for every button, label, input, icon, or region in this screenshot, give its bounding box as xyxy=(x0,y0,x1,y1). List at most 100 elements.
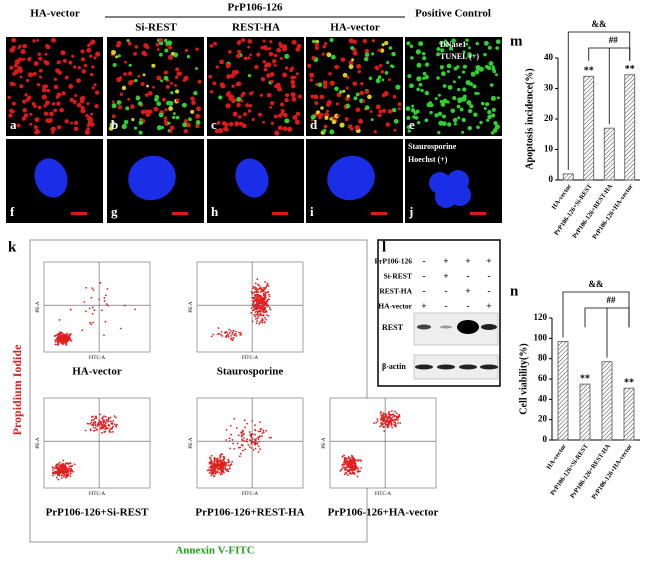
y-tick-label: 60 xyxy=(538,373,548,383)
event xyxy=(254,429,257,432)
cell xyxy=(249,53,253,57)
cell xyxy=(385,122,391,127)
event xyxy=(239,331,242,334)
cell xyxy=(195,120,201,125)
cell xyxy=(209,90,214,94)
cell xyxy=(375,78,381,84)
cell xyxy=(453,122,457,126)
cell xyxy=(49,111,54,117)
event xyxy=(376,420,379,423)
event xyxy=(73,463,76,466)
event xyxy=(94,415,97,418)
event xyxy=(385,419,388,422)
event xyxy=(113,423,116,426)
cell xyxy=(36,83,41,87)
panel-letter: n xyxy=(510,283,519,299)
cell xyxy=(322,44,326,49)
event xyxy=(255,318,257,320)
cell xyxy=(218,95,223,100)
cell xyxy=(322,84,328,89)
y-tick-label: 30 xyxy=(544,83,554,93)
cell xyxy=(32,39,36,43)
event xyxy=(89,428,92,431)
cell xyxy=(110,121,116,126)
cell xyxy=(456,104,461,109)
cell xyxy=(134,78,138,83)
cell xyxy=(356,64,361,69)
event xyxy=(52,474,54,477)
event xyxy=(62,459,65,462)
event xyxy=(392,419,394,422)
event xyxy=(259,286,262,289)
cell xyxy=(439,99,444,104)
cell xyxy=(51,37,57,43)
event xyxy=(216,457,218,460)
blot-sign: + xyxy=(443,256,448,266)
event xyxy=(61,474,63,476)
cell xyxy=(324,41,328,46)
cell xyxy=(172,115,176,120)
cell xyxy=(380,70,385,74)
event xyxy=(115,416,117,419)
event xyxy=(227,459,230,462)
cell xyxy=(247,109,252,113)
event xyxy=(239,333,241,336)
cell xyxy=(441,121,447,127)
event xyxy=(262,431,265,434)
event xyxy=(67,473,70,476)
event xyxy=(99,281,102,284)
event xyxy=(265,296,267,299)
event xyxy=(260,427,263,430)
event xyxy=(223,467,226,469)
cell xyxy=(44,52,48,56)
event xyxy=(103,419,106,422)
event xyxy=(64,466,67,469)
cell xyxy=(278,113,283,118)
event xyxy=(257,430,260,433)
cell xyxy=(50,126,56,132)
cell xyxy=(378,63,383,68)
event xyxy=(235,330,237,333)
event xyxy=(254,299,257,301)
event xyxy=(268,298,270,301)
cell xyxy=(28,56,32,60)
event xyxy=(397,422,400,424)
event xyxy=(108,429,111,432)
event xyxy=(57,474,59,476)
event xyxy=(69,465,72,468)
y-tick-label: 40 xyxy=(544,52,554,62)
cell xyxy=(21,116,27,121)
event xyxy=(355,466,358,469)
cell xyxy=(397,107,401,111)
y-tick-label: 0 xyxy=(543,434,548,444)
cell xyxy=(29,112,33,116)
event xyxy=(350,461,353,463)
event xyxy=(106,288,109,290)
event xyxy=(223,458,226,460)
event xyxy=(221,335,224,337)
plot-y-axis: PE-A xyxy=(189,301,194,313)
event xyxy=(351,471,354,474)
event xyxy=(63,474,66,477)
event xyxy=(227,464,230,467)
event xyxy=(390,422,393,425)
event xyxy=(345,457,347,460)
cell xyxy=(8,113,13,118)
cell xyxy=(163,70,168,75)
event xyxy=(87,422,90,425)
cell xyxy=(111,114,116,119)
cell xyxy=(20,49,26,55)
event xyxy=(260,296,262,298)
cell xyxy=(329,117,333,121)
cell xyxy=(466,100,472,106)
event xyxy=(92,321,95,324)
plot-label: PrP106-126+Si-REST xyxy=(46,507,149,519)
cell xyxy=(115,55,119,59)
event xyxy=(344,467,346,470)
event xyxy=(255,437,257,440)
event xyxy=(83,301,86,303)
event xyxy=(391,426,394,429)
event xyxy=(351,469,354,472)
event xyxy=(380,411,382,413)
cell xyxy=(266,73,271,78)
